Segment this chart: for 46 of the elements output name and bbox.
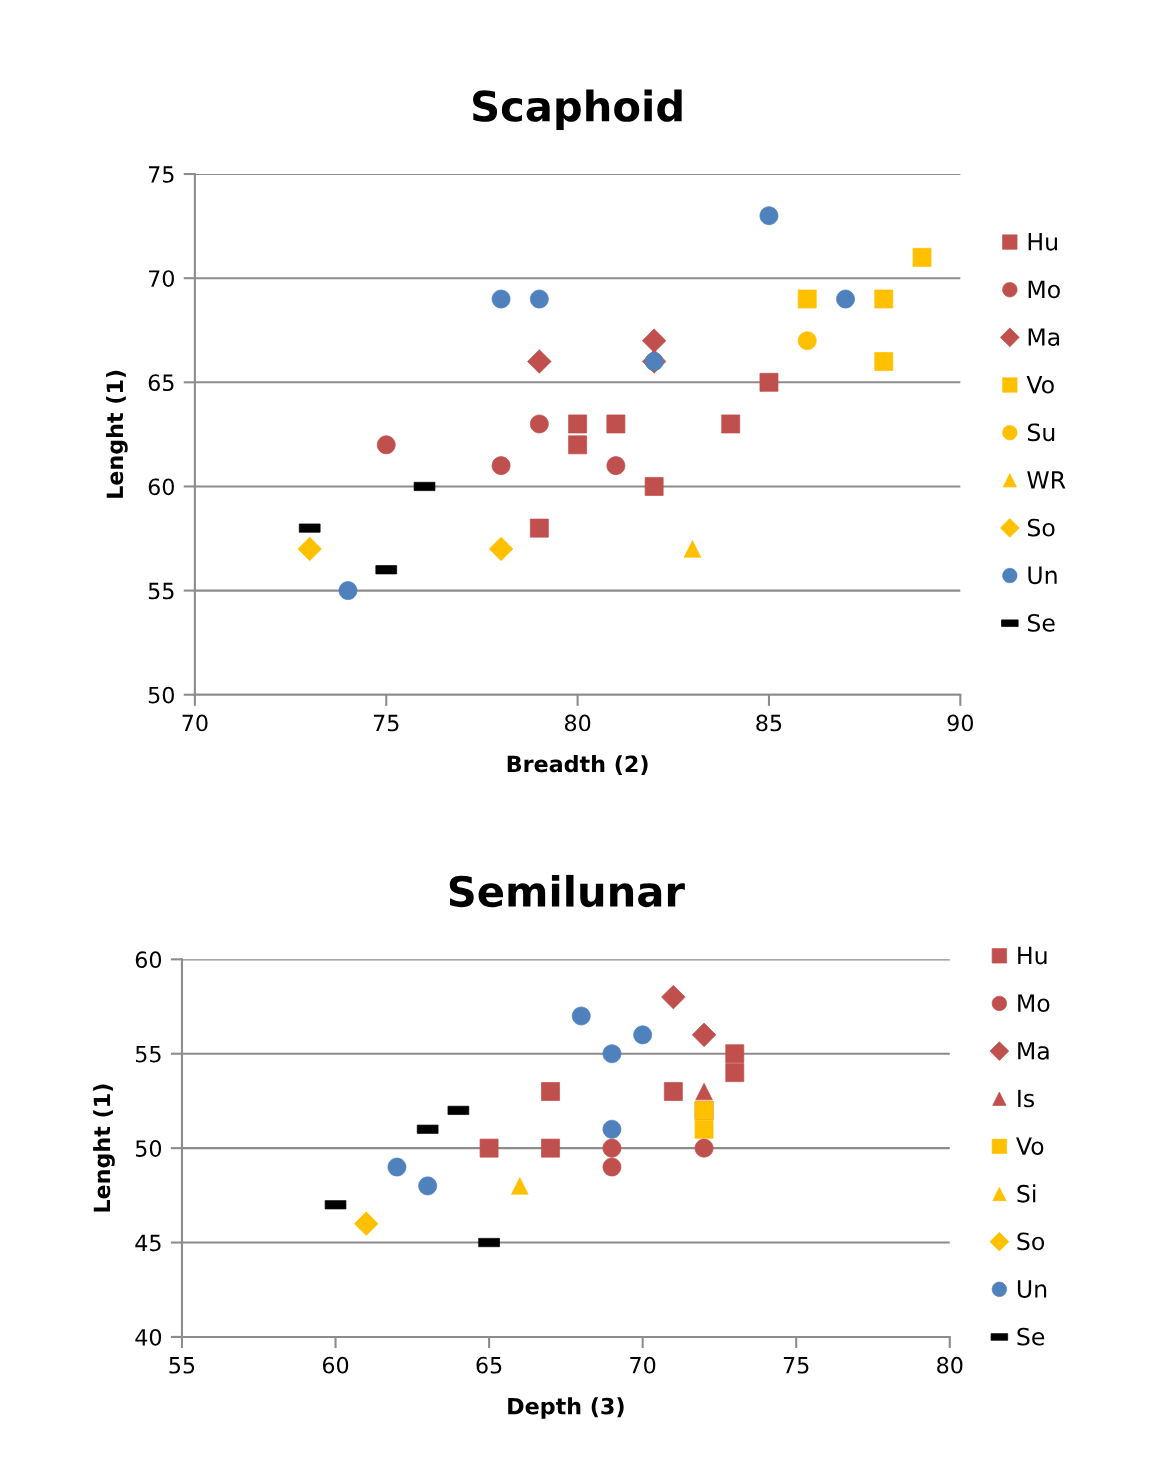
chart-title: Scaphoid	[473, 89, 682, 130]
y-tick-label: 45	[135, 1234, 161, 1252]
y-tick-label: 60	[148, 478, 174, 496]
x-axis-title: Depth (3)	[508, 1397, 624, 1419]
y-tick-label: 75	[148, 166, 174, 183]
legend-label: Mo	[1028, 280, 1060, 299]
legend-label: Hu	[1018, 946, 1047, 965]
y-tick-label: 40	[135, 1328, 162, 1346]
legend-label: Mo	[1018, 994, 1050, 1013]
legend-label: So	[1027, 518, 1055, 537]
x-tick-label: 60	[322, 1356, 349, 1374]
x-tick-label: 75	[783, 1357, 809, 1374]
y-tick-label: 50	[148, 686, 174, 704]
x-tick-label: 85	[756, 714, 782, 732]
legend-label: Un	[1017, 1280, 1047, 1298]
y-tick-label: 65	[148, 374, 174, 392]
y-tick-label: 55	[148, 582, 174, 600]
x-tick-label: 90	[947, 714, 973, 732]
legend-label: Se	[1017, 1327, 1045, 1346]
legend-label: Ma	[1018, 1042, 1049, 1060]
y-tick-label: 70	[148, 270, 174, 287]
legend-label: Ma	[1028, 328, 1060, 346]
y-tick-label: 55	[135, 1045, 161, 1063]
legend-label: Se	[1027, 613, 1055, 632]
x-tick-label: 65	[476, 1356, 502, 1374]
legend-label: Hu	[1028, 233, 1057, 251]
legend-label: Vo	[1026, 376, 1054, 394]
legend-label: Is	[1018, 1089, 1035, 1108]
x-axis-title: Breadth (2)	[507, 755, 648, 775]
y-tick-label: 50	[135, 1140, 162, 1157]
legend-label: Vo	[1016, 1137, 1044, 1155]
y-tick-label: 60	[135, 951, 162, 969]
x-tick-label: 80	[937, 1356, 963, 1374]
y-axis-title: Lenght (1)	[93, 1084, 115, 1212]
chart-title: Semilunar	[449, 874, 685, 908]
x-tick-label: 70	[182, 714, 208, 732]
legend-label: So	[1017, 1232, 1045, 1251]
x-tick-label: 80	[564, 714, 591, 732]
legend-label: Si	[1017, 1184, 1036, 1203]
legend-label: Un	[1028, 566, 1057, 585]
legend-label: Su	[1027, 423, 1055, 442]
y-axis-title: Lenght (1)	[106, 370, 128, 498]
legend-label: WR	[1027, 471, 1066, 489]
x-tick-label: 70	[630, 1356, 656, 1374]
x-tick-label: 55	[169, 1357, 195, 1374]
x-tick-label: 75	[373, 714, 399, 732]
